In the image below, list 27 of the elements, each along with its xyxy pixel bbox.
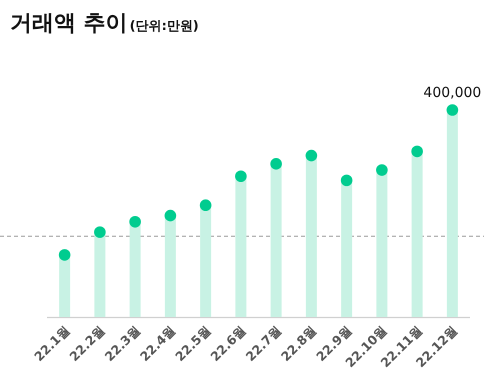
bar bbox=[446, 110, 458, 317]
point bbox=[200, 199, 212, 212]
point bbox=[164, 210, 176, 222]
bar bbox=[200, 205, 212, 317]
point bbox=[340, 174, 352, 186]
bar bbox=[130, 222, 141, 317]
point bbox=[376, 164, 388, 176]
bar bbox=[94, 232, 106, 317]
point bbox=[306, 150, 318, 162]
bar bbox=[306, 156, 317, 317]
point bbox=[446, 104, 458, 116]
point bbox=[58, 249, 70, 261]
point bbox=[94, 226, 106, 238]
bar bbox=[235, 176, 246, 317]
point bbox=[411, 146, 423, 158]
bar bbox=[270, 164, 282, 317]
bar bbox=[412, 151, 423, 317]
point bbox=[270, 158, 282, 170]
bar bbox=[59, 254, 70, 317]
bar bbox=[164, 216, 176, 317]
chart-title: 거래액 추이 bbox=[10, 11, 128, 36]
chart-subtitle: (단위:만원) bbox=[130, 19, 199, 34]
point bbox=[129, 216, 141, 228]
annotation: 400,000 bbox=[423, 85, 482, 101]
bar bbox=[341, 180, 352, 317]
bar bbox=[376, 170, 388, 317]
point bbox=[235, 170, 247, 182]
